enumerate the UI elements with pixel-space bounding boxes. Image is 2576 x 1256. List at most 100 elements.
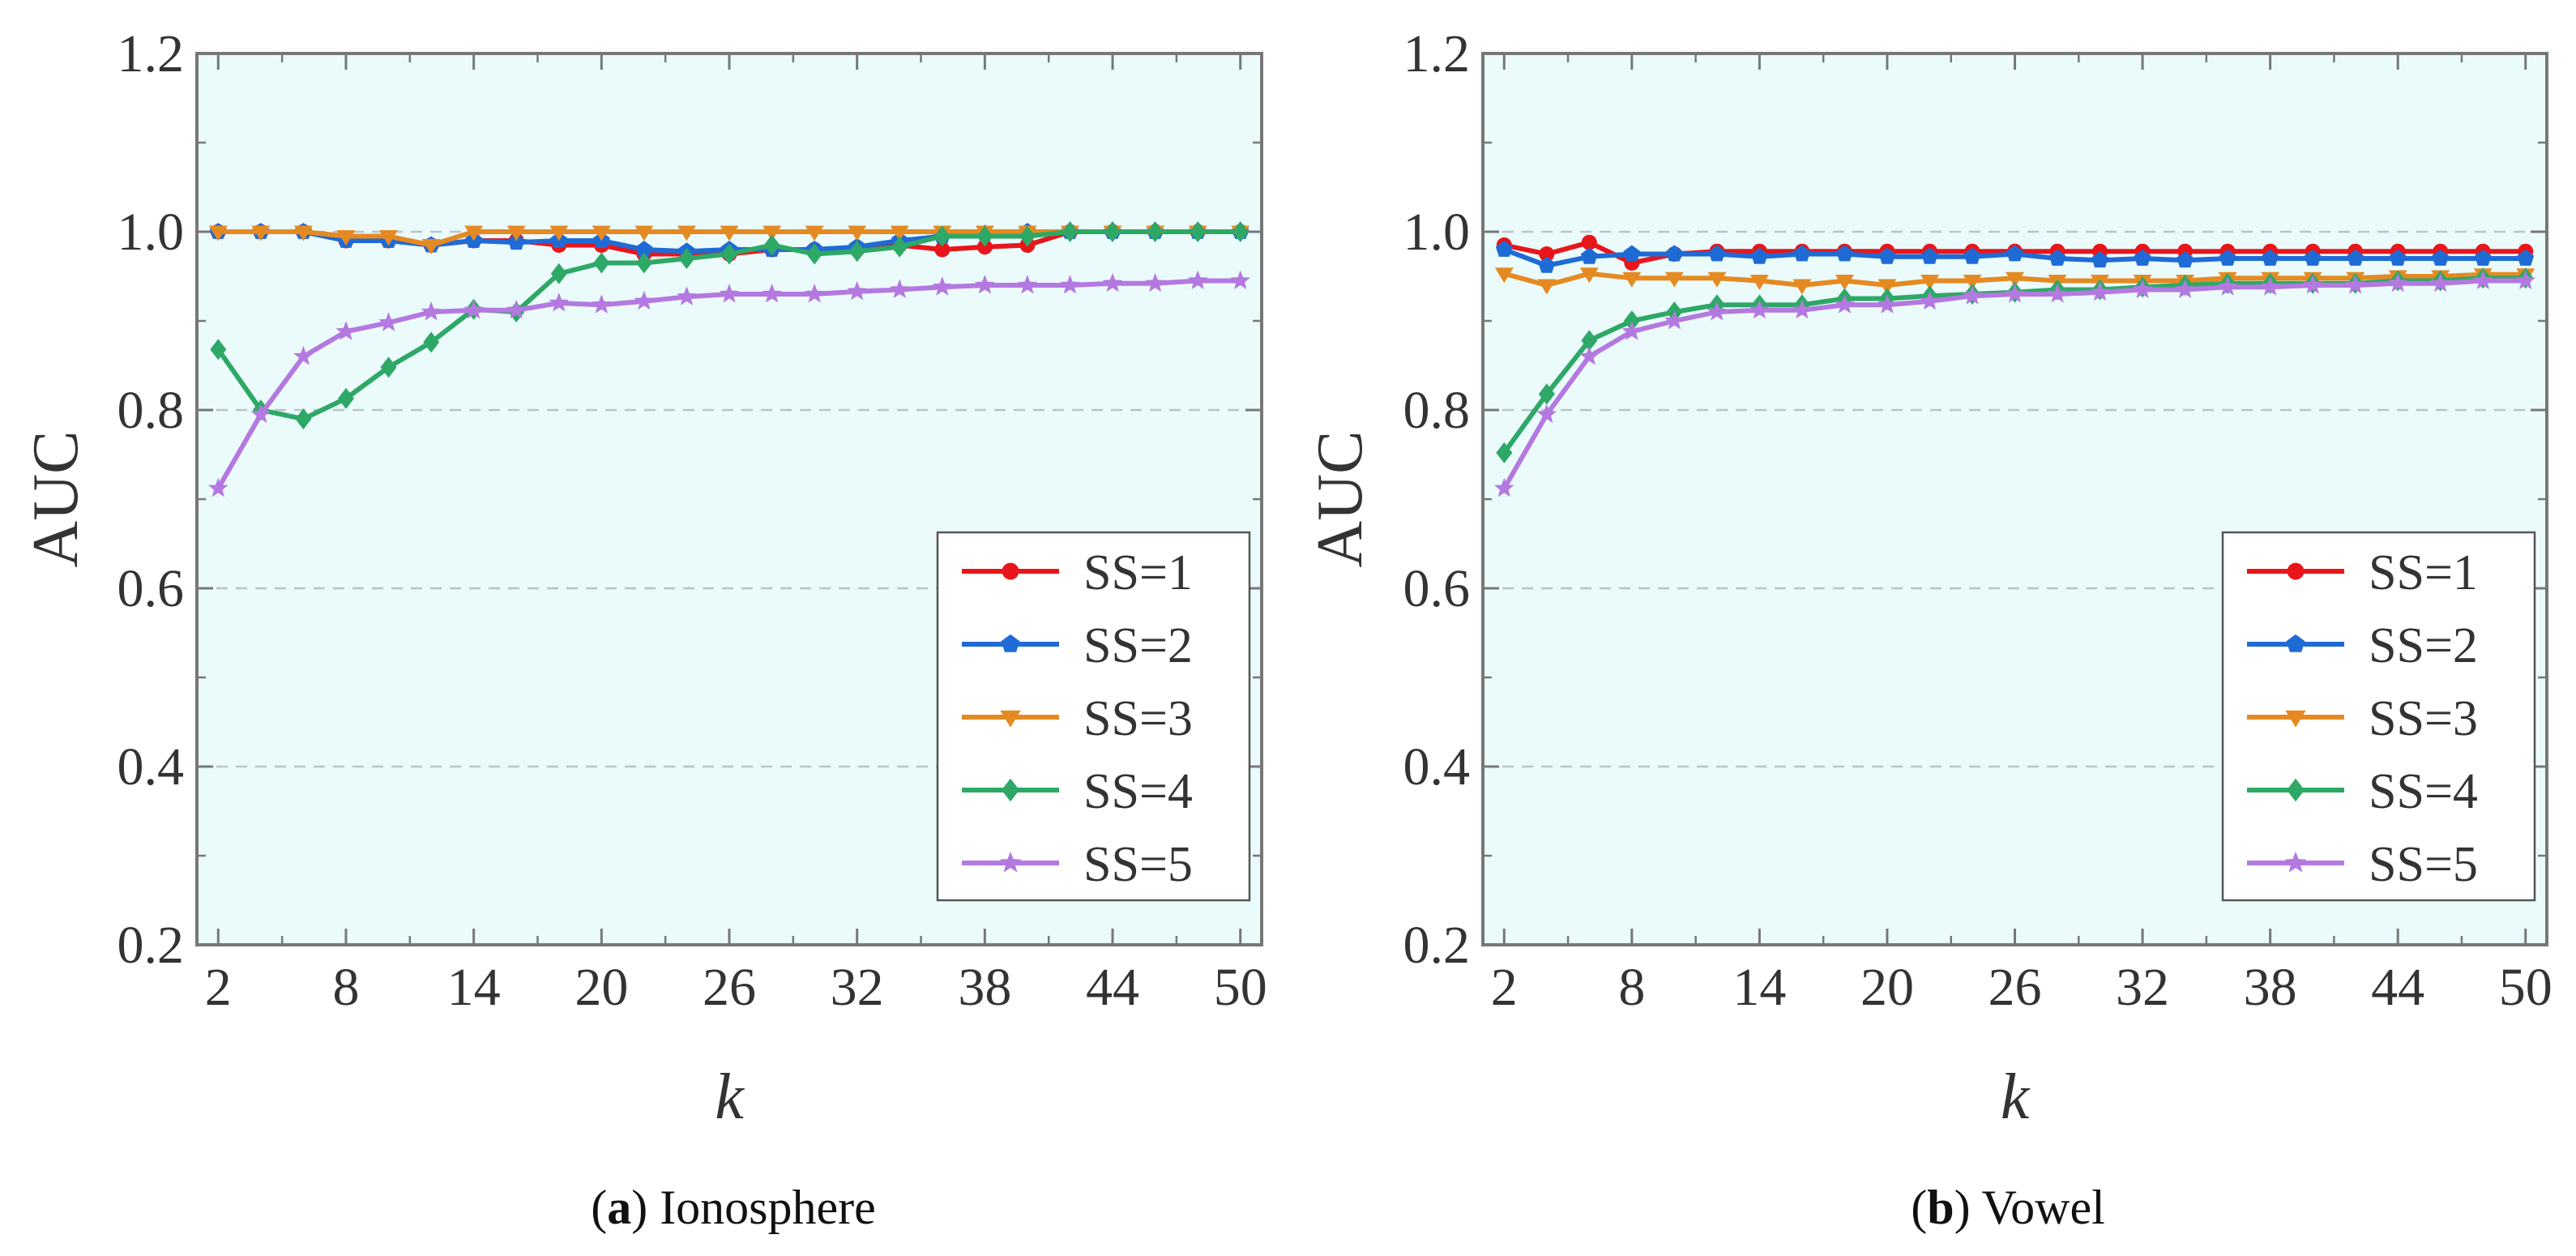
data-point xyxy=(933,225,951,247)
data-point xyxy=(2515,270,2536,289)
data-point xyxy=(634,225,654,241)
x-tick-label: 2 xyxy=(1491,958,1518,1017)
panel-vowel: 0.2 0.4 0.6 0.8 1.0 1.2 2 8 14 20 26 32 38 44 50 k AUC SS… xyxy=(1305,24,2553,1133)
data-point xyxy=(207,477,229,498)
data-point xyxy=(1792,299,1813,319)
data-point xyxy=(2517,250,2535,266)
data-point xyxy=(1621,321,1643,340)
legend-marker xyxy=(1000,710,1021,728)
y-axis-title: AUC xyxy=(20,431,92,568)
caption-letter-b: b xyxy=(1927,1181,1954,1234)
data-point xyxy=(421,301,442,321)
legend-marker xyxy=(1002,778,1019,802)
data-point xyxy=(1793,245,1811,262)
data-point xyxy=(1017,275,1038,294)
data-point xyxy=(378,312,399,331)
x-tick-label: 20 xyxy=(1860,958,1914,1017)
data-point xyxy=(1581,330,1598,352)
data-point xyxy=(1538,256,1556,273)
data-point xyxy=(1707,301,1728,321)
data-point xyxy=(2132,279,2153,298)
data-point xyxy=(1665,245,1683,262)
data-point xyxy=(2006,271,2024,288)
data-point xyxy=(336,230,356,246)
panel-ionosphere: 0.2 0.4 0.6 0.8 1.0 1.2 2 8 14 20 26 32 38 44 50 k AUC SS… xyxy=(20,24,1267,1133)
legend-marker xyxy=(2287,778,2305,802)
y-tick-label: 0.4 xyxy=(117,737,185,797)
data-point xyxy=(1581,234,1597,250)
plot-frame xyxy=(195,52,1263,946)
data-point xyxy=(592,294,612,314)
data-point xyxy=(1707,271,1727,288)
data-point xyxy=(380,357,397,378)
data-point xyxy=(2389,250,2407,266)
x-tick-label: 14 xyxy=(1732,958,1786,1017)
data-point xyxy=(2175,279,2195,298)
data-point xyxy=(549,293,570,312)
x-tick-label: 26 xyxy=(1989,958,2042,1017)
data-point xyxy=(762,284,782,303)
data-point xyxy=(1749,299,1770,319)
data-point xyxy=(2474,250,2492,266)
data-point xyxy=(593,252,610,274)
legend-marker xyxy=(1001,634,1020,652)
x-tick-label: 44 xyxy=(2371,958,2424,1017)
data-point xyxy=(295,408,312,429)
legend-label: SS=3 xyxy=(2369,691,2478,746)
x-tick-label: 20 xyxy=(575,958,628,1017)
legend-label: SS=2 xyxy=(1083,618,1193,673)
x-tick-label: 50 xyxy=(1214,958,1267,1017)
legend-marker xyxy=(2285,710,2306,728)
x-tick-label: 38 xyxy=(2244,958,2297,1017)
data-point xyxy=(806,243,823,265)
caption-ionosphere: (a) Ionosphere xyxy=(591,1181,876,1234)
data-point xyxy=(2048,250,2066,266)
data-point xyxy=(549,225,569,241)
x-axis-title: k xyxy=(2001,1062,2031,1133)
data-point xyxy=(1578,346,1600,365)
data-point xyxy=(335,321,357,340)
y-tick-label: 0.6 xyxy=(117,559,185,618)
data-point xyxy=(1962,285,1983,305)
data-point xyxy=(464,225,484,241)
legend-marker xyxy=(2284,851,2307,873)
data-point xyxy=(250,404,271,423)
data-point xyxy=(210,339,227,361)
data-point xyxy=(592,225,611,241)
data-point xyxy=(847,280,867,301)
data-point xyxy=(1749,275,1769,290)
legend-marker xyxy=(2286,634,2305,652)
data-point xyxy=(550,263,567,284)
data-point xyxy=(2430,272,2451,293)
data-point xyxy=(1920,275,1939,290)
data-point xyxy=(2047,284,2068,303)
legend-label: SS=3 xyxy=(1083,691,1193,746)
data-point xyxy=(1062,221,1079,242)
data-point xyxy=(1664,310,1685,330)
data-point xyxy=(763,225,782,241)
data-point xyxy=(1493,477,1514,498)
plot-frame xyxy=(1481,52,2548,946)
data-point xyxy=(1921,247,1938,264)
data-point xyxy=(1750,247,1768,264)
y-tick-label: 0.6 xyxy=(1403,559,1471,618)
x-tick-label: 8 xyxy=(332,958,359,1017)
caption-name-a: Ionosphere xyxy=(660,1181,876,1234)
series-SS=4 xyxy=(210,221,1249,429)
data-point xyxy=(763,234,780,256)
y-tick-label: 0.4 xyxy=(1403,737,1471,797)
data-point xyxy=(293,346,314,365)
data-point xyxy=(2217,276,2238,296)
data-point xyxy=(634,290,655,310)
data-point xyxy=(2134,250,2151,266)
data-point xyxy=(421,239,441,254)
data-point xyxy=(1537,279,1557,295)
data-point xyxy=(1496,442,1513,464)
data-point xyxy=(1920,290,1940,310)
data-point xyxy=(1019,225,1036,247)
data-point xyxy=(890,225,909,241)
data-point xyxy=(635,252,652,274)
data-point xyxy=(1792,279,1812,295)
data-point xyxy=(1494,267,1514,284)
legend-label: SS=5 xyxy=(2369,837,2478,892)
